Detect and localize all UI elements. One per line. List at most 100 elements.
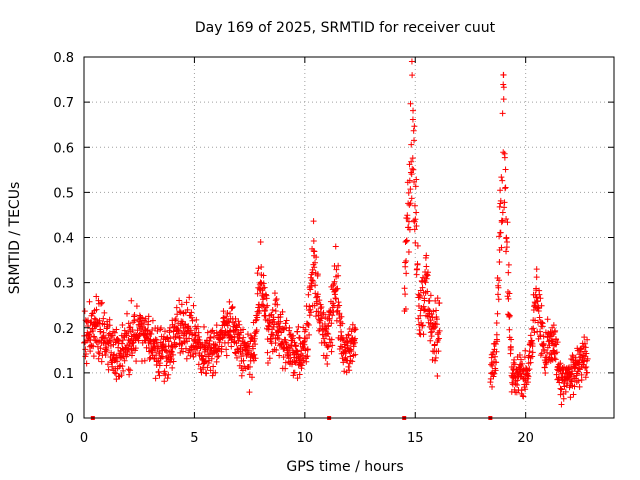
data-point — [173, 304, 180, 311]
data-point — [174, 330, 181, 337]
data-point — [192, 331, 199, 338]
data-point — [172, 316, 179, 323]
data-point — [165, 371, 172, 378]
data-point — [307, 286, 314, 293]
data-point — [273, 295, 280, 302]
data-point — [184, 323, 191, 330]
data-point — [272, 297, 279, 304]
data-point — [251, 351, 258, 358]
data-point — [226, 328, 233, 335]
data-point — [295, 323, 302, 330]
data-point — [328, 320, 335, 327]
data-point — [128, 297, 135, 304]
data-point — [142, 315, 149, 322]
data-point — [210, 363, 217, 370]
data-point — [578, 371, 585, 378]
data-point — [141, 319, 148, 326]
data-point — [419, 322, 426, 329]
data-point — [408, 58, 415, 65]
data-point — [434, 373, 441, 380]
data-point — [167, 335, 174, 342]
data-point — [312, 290, 319, 297]
data-point — [226, 298, 233, 305]
data-point — [530, 325, 537, 332]
data-point — [329, 342, 336, 349]
data-point — [409, 165, 416, 172]
data-point — [168, 348, 175, 355]
data-point — [262, 307, 269, 314]
data-point — [294, 328, 301, 335]
data-point — [506, 290, 513, 297]
data-point — [572, 354, 579, 361]
data-point — [505, 269, 512, 276]
data-point — [252, 341, 259, 348]
data-point — [327, 307, 334, 314]
data-point — [497, 187, 504, 194]
data-point — [403, 237, 410, 244]
data-point — [186, 347, 193, 354]
data-point — [412, 216, 419, 223]
data-point — [224, 310, 231, 317]
data-point — [264, 349, 271, 356]
data-point — [325, 322, 332, 329]
data-point — [331, 278, 338, 285]
data-point — [496, 259, 503, 266]
data-point — [107, 342, 114, 349]
data-point — [497, 197, 504, 204]
data-point — [276, 352, 283, 359]
data-point — [571, 383, 578, 390]
data-point — [214, 353, 221, 360]
data-point — [501, 154, 508, 161]
data-point — [517, 356, 524, 363]
data-point — [404, 215, 411, 222]
data-point — [240, 326, 247, 333]
data-point — [419, 284, 426, 291]
data-point — [183, 355, 190, 362]
data-point — [282, 320, 289, 327]
data-point — [495, 296, 502, 303]
data-point — [228, 305, 235, 312]
data-point — [164, 334, 171, 341]
data-point — [499, 110, 506, 117]
data-point — [520, 393, 527, 400]
data-point — [97, 300, 104, 307]
data-point — [145, 318, 152, 325]
data-point — [494, 310, 501, 317]
data-point — [525, 367, 532, 374]
chart-title: Day 169 of 2025, SRMTID for receiver cuu… — [195, 20, 496, 36]
data-point — [318, 304, 325, 311]
data-point — [264, 302, 271, 309]
data-point — [170, 358, 177, 365]
data-point — [511, 356, 518, 363]
data-point — [87, 336, 94, 343]
data-point — [131, 312, 138, 319]
data-point — [102, 352, 109, 359]
data-point — [493, 319, 500, 326]
data-point — [552, 356, 559, 363]
data-point — [306, 312, 313, 319]
data-point — [99, 299, 106, 306]
data-point — [323, 352, 330, 359]
data-point — [333, 295, 340, 302]
data-point — [254, 314, 261, 321]
data-point — [200, 323, 207, 330]
data-point — [238, 372, 245, 379]
data-point — [414, 242, 421, 249]
data-point — [252, 355, 259, 362]
data-point — [310, 248, 317, 255]
data-point — [324, 330, 331, 337]
data-point — [495, 291, 502, 298]
data-point — [272, 307, 279, 314]
data-point — [554, 339, 561, 346]
data-point — [324, 360, 331, 367]
data-point — [254, 270, 261, 277]
data-point — [178, 301, 185, 308]
data-point — [111, 329, 118, 336]
data-point — [239, 350, 246, 357]
data-point — [506, 312, 513, 319]
data-point — [330, 282, 337, 289]
data-point — [406, 177, 413, 184]
data-point — [518, 387, 525, 394]
data-point — [413, 176, 420, 183]
data-point — [561, 363, 568, 370]
